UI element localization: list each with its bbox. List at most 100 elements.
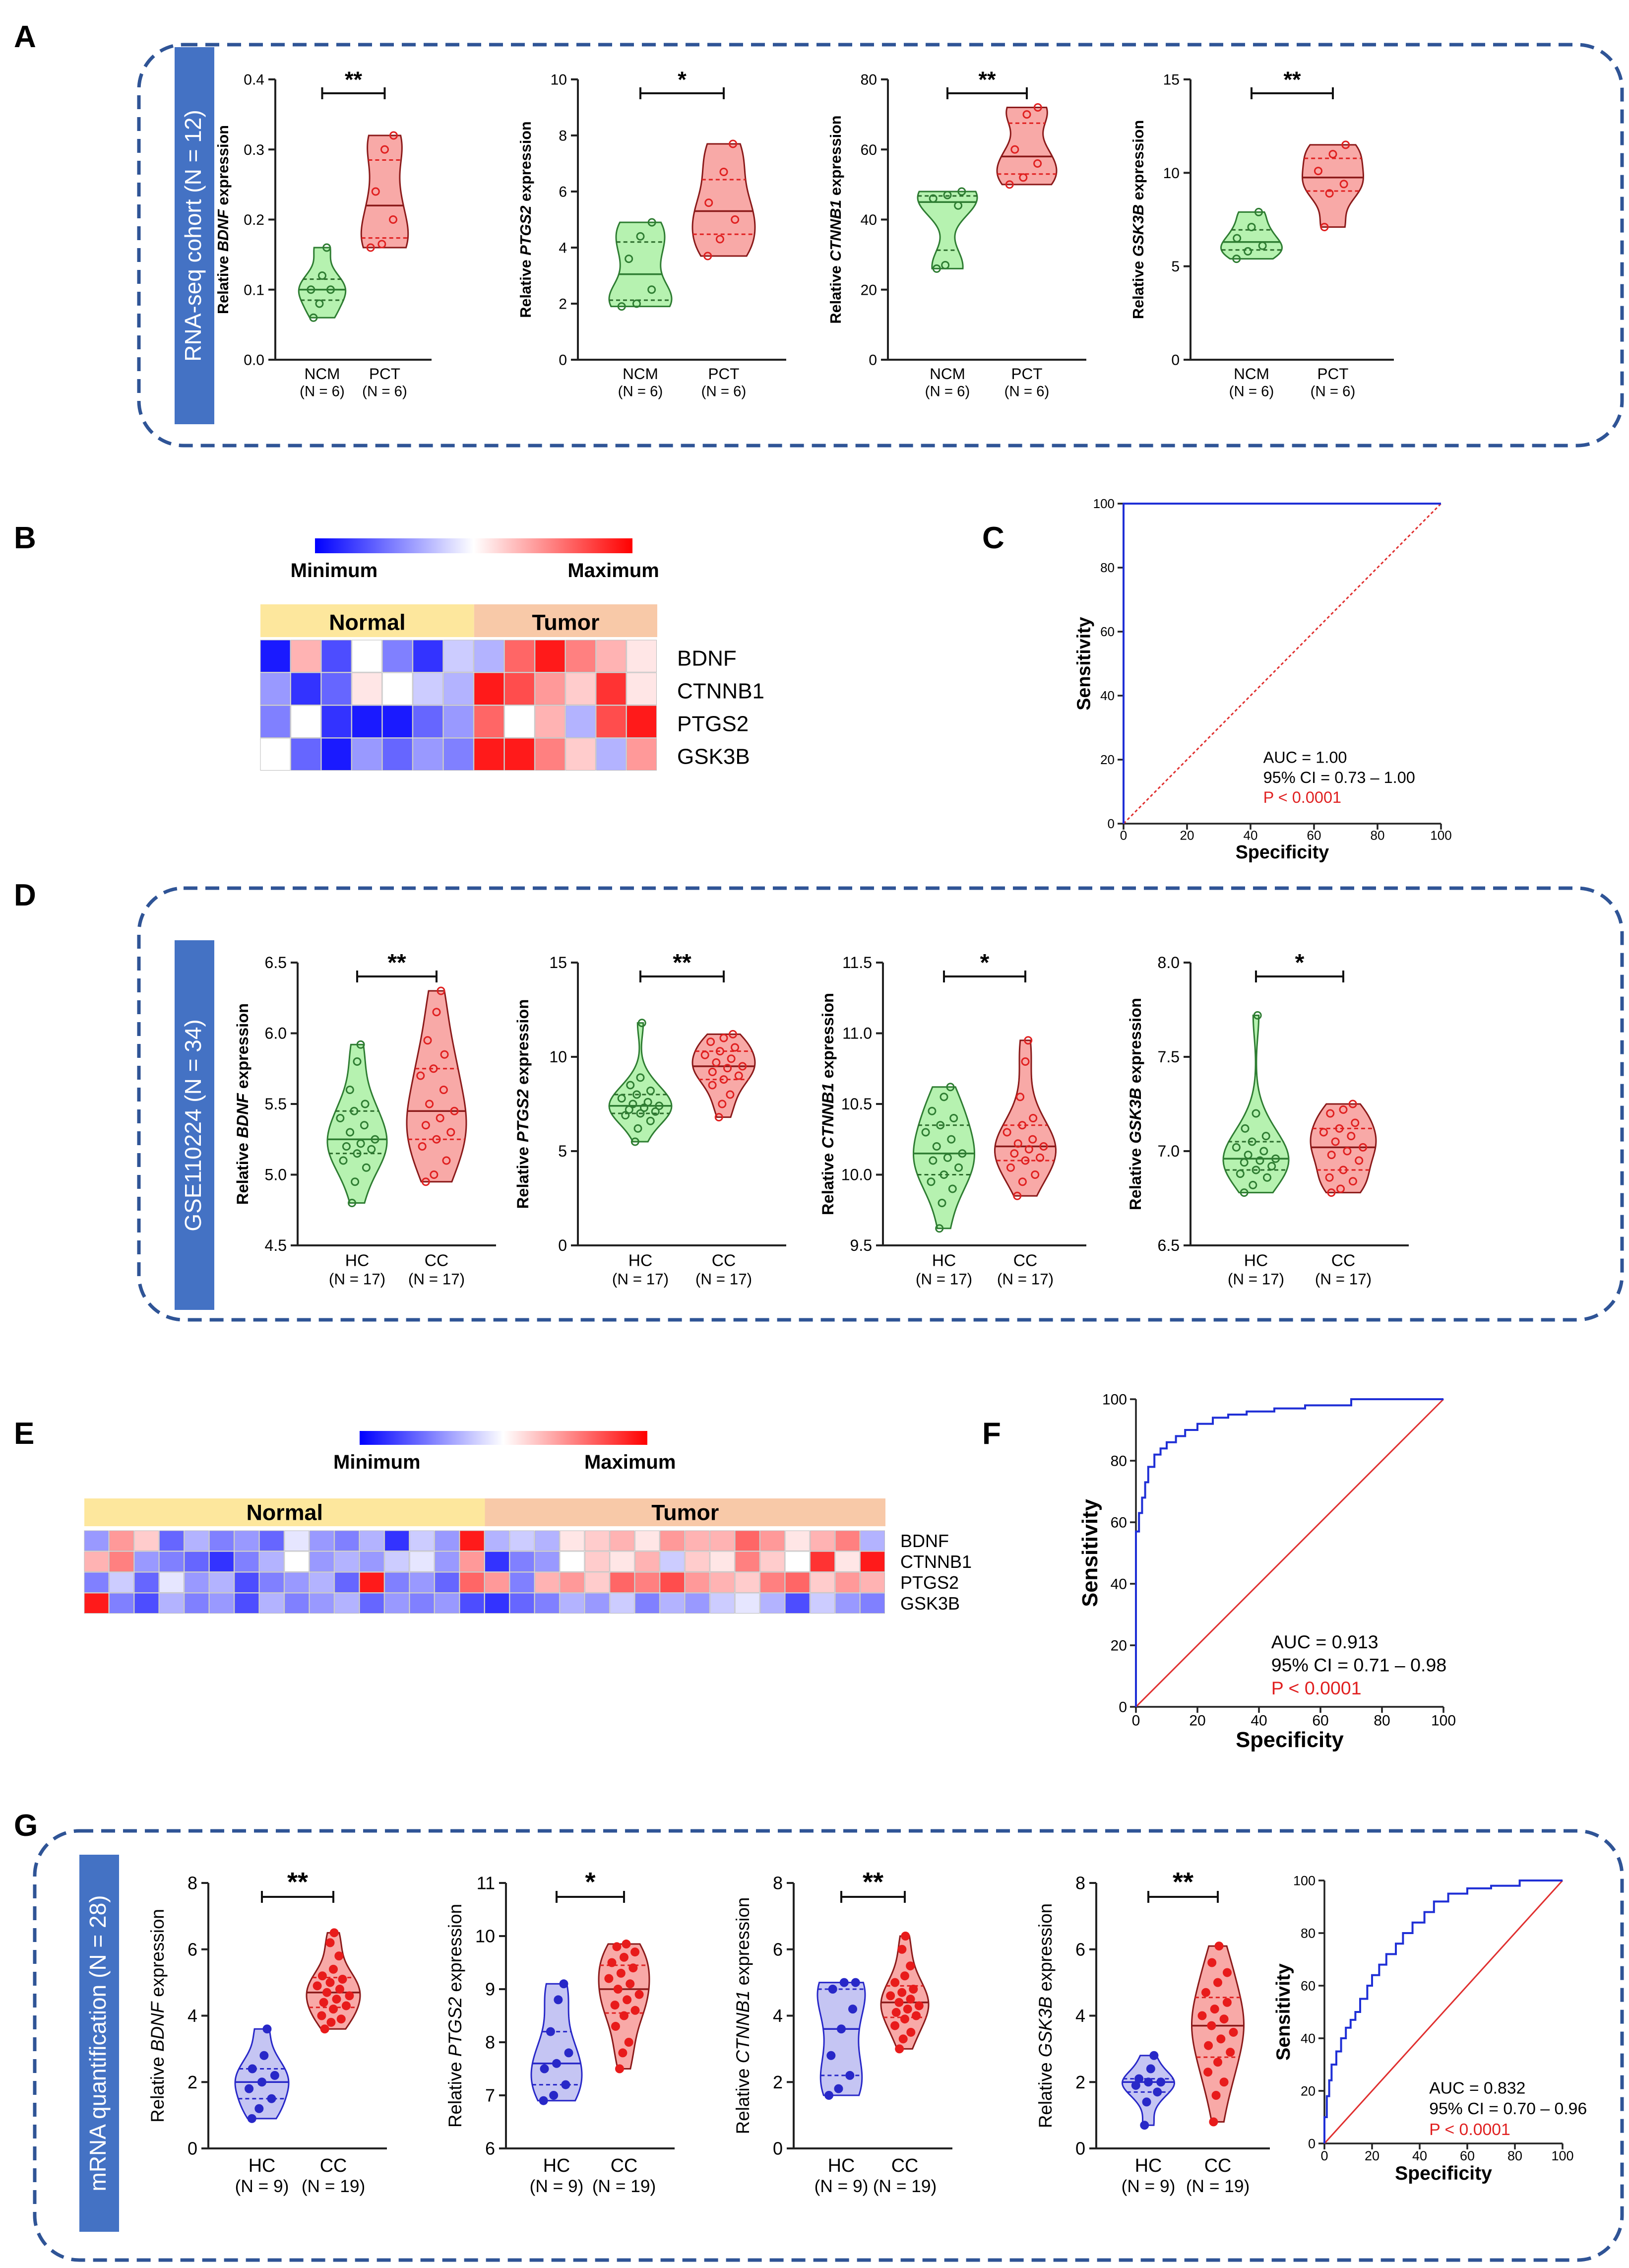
data-point xyxy=(1033,103,1042,112)
heatmap-cell xyxy=(284,1551,310,1572)
heatmap-cell xyxy=(259,1530,284,1551)
data-point xyxy=(1259,1147,1268,1156)
y-tick-label: 2 xyxy=(188,2072,197,2092)
heatmap-cell xyxy=(560,1572,585,1593)
tumor-label: Tumor xyxy=(532,610,599,635)
y-axis-label: Relative CTNNB1 expression xyxy=(733,1897,753,2135)
roc-curve xyxy=(1123,503,1441,824)
heatmap-cell xyxy=(685,1572,710,1593)
data-point xyxy=(624,2038,633,2047)
data-point xyxy=(346,1128,355,1137)
data-point xyxy=(651,1107,660,1116)
data-point xyxy=(1156,2077,1166,2087)
heatmap-cell xyxy=(565,738,596,771)
y-axis-label-prefix: Relative xyxy=(513,1142,532,1209)
heatmap-cell xyxy=(321,705,352,738)
heatmap-cell xyxy=(785,1530,810,1551)
y-tick-label: 60 xyxy=(1100,624,1115,639)
heatmap-cell xyxy=(84,1572,109,1593)
heatmap-cell xyxy=(84,1530,109,1551)
data-point xyxy=(1149,2051,1159,2060)
data-point xyxy=(1207,2021,1216,2030)
heatmap-cell xyxy=(409,1593,435,1614)
y-axis-label-suffix: expression xyxy=(1035,1903,1056,1997)
data-point xyxy=(646,1116,655,1125)
data-point xyxy=(1325,189,1334,198)
heatmap-cell xyxy=(84,1551,109,1572)
x-tick-label: 0 xyxy=(1132,1713,1140,1729)
data-point xyxy=(715,1047,724,1056)
legend-bar xyxy=(315,538,632,553)
data-point xyxy=(1336,1184,1345,1193)
y-tick-label: 6 xyxy=(559,184,567,200)
x-tick-label: 40 xyxy=(1251,1713,1267,1729)
y-axis-label-suffix: expression xyxy=(215,125,232,209)
group-label: NCM xyxy=(1234,365,1269,383)
data-point xyxy=(618,2048,627,2058)
heatmap-cell xyxy=(334,1530,360,1551)
data-point xyxy=(1252,1166,1260,1174)
gene-label: CTNNB1 xyxy=(900,1552,972,1572)
heatmap-cell xyxy=(209,1572,234,1593)
data-point xyxy=(1244,1151,1253,1160)
data-point xyxy=(719,167,728,176)
heatmap-cell xyxy=(474,705,504,738)
y-tick-label: 11.0 xyxy=(842,1025,872,1042)
data-point xyxy=(326,2017,336,2027)
y-tick-label: 5.0 xyxy=(265,1166,287,1184)
data-point xyxy=(914,2001,924,2010)
data-point xyxy=(886,1991,895,2001)
heatmap-cell xyxy=(84,1593,109,1614)
y-tick-label: 10 xyxy=(551,72,567,88)
heatmap-cell xyxy=(509,1551,535,1572)
y-tick-label: 60 xyxy=(861,142,877,158)
heatmap-cell xyxy=(234,1593,259,1614)
heatmap-cell xyxy=(321,640,352,672)
group-label: CC xyxy=(712,1252,736,1270)
heatmap-cell xyxy=(384,1593,410,1614)
y-tick-label: 10 xyxy=(475,1926,495,1946)
data-point xyxy=(728,1030,737,1038)
heatmap-cell xyxy=(735,1551,760,1572)
data-point xyxy=(636,1109,645,1118)
heatmap-cell xyxy=(560,1551,585,1572)
data-point xyxy=(932,264,941,273)
heatmap-cell xyxy=(459,1572,485,1593)
heatmap-cell xyxy=(359,1530,384,1551)
group-label: CC xyxy=(891,2155,919,2176)
y-axis-label-gene: PTGS2 xyxy=(517,205,534,255)
data-point xyxy=(700,1050,709,1059)
heatmap-cell xyxy=(584,1530,610,1551)
y-axis-label-suffix: expression xyxy=(445,1904,465,1997)
heatmap-cell xyxy=(535,738,565,771)
group-n-label: (N = 19) xyxy=(873,2177,937,2196)
heatmap-cell xyxy=(504,738,535,771)
data-point xyxy=(416,1071,425,1080)
heatmap-cell xyxy=(435,1572,460,1593)
data-point xyxy=(1022,110,1031,119)
heatmap-cell xyxy=(685,1593,710,1614)
y-axis-label-gene: GSK3B xyxy=(1035,1997,1056,2057)
y-axis-label-prefix: Relative xyxy=(517,256,534,318)
data-point xyxy=(726,1090,735,1099)
y-axis-label: Relative GSK3B expression xyxy=(1126,998,1144,1210)
data-point xyxy=(1359,1143,1368,1152)
data-point xyxy=(1002,1128,1011,1137)
x-tick-label: 60 xyxy=(1307,828,1321,843)
data-point xyxy=(927,1177,936,1186)
significance-stars: ** xyxy=(1283,67,1301,92)
chart-D3-ctnnb1: 9.5 10.0 10.5 11.0 11.5 Relative CTNNB1 expre… xyxy=(818,950,1086,1288)
heatmap-cell xyxy=(485,1593,509,1614)
panel-label-B: B xyxy=(14,521,36,555)
violin-hc xyxy=(608,1022,673,1143)
group-label: HC xyxy=(628,1252,653,1270)
data-point xyxy=(1024,1036,1033,1045)
y-axis-label-suffix: expression xyxy=(818,993,837,1083)
heatmap-cell xyxy=(382,738,413,771)
data-point xyxy=(552,2059,561,2068)
y-axis-label-gene: GSK3B xyxy=(1126,1088,1144,1143)
y-axis-label: Relative CTNNB1 expression xyxy=(827,116,844,324)
data-point xyxy=(540,2064,549,2074)
data-point xyxy=(325,1978,335,1987)
